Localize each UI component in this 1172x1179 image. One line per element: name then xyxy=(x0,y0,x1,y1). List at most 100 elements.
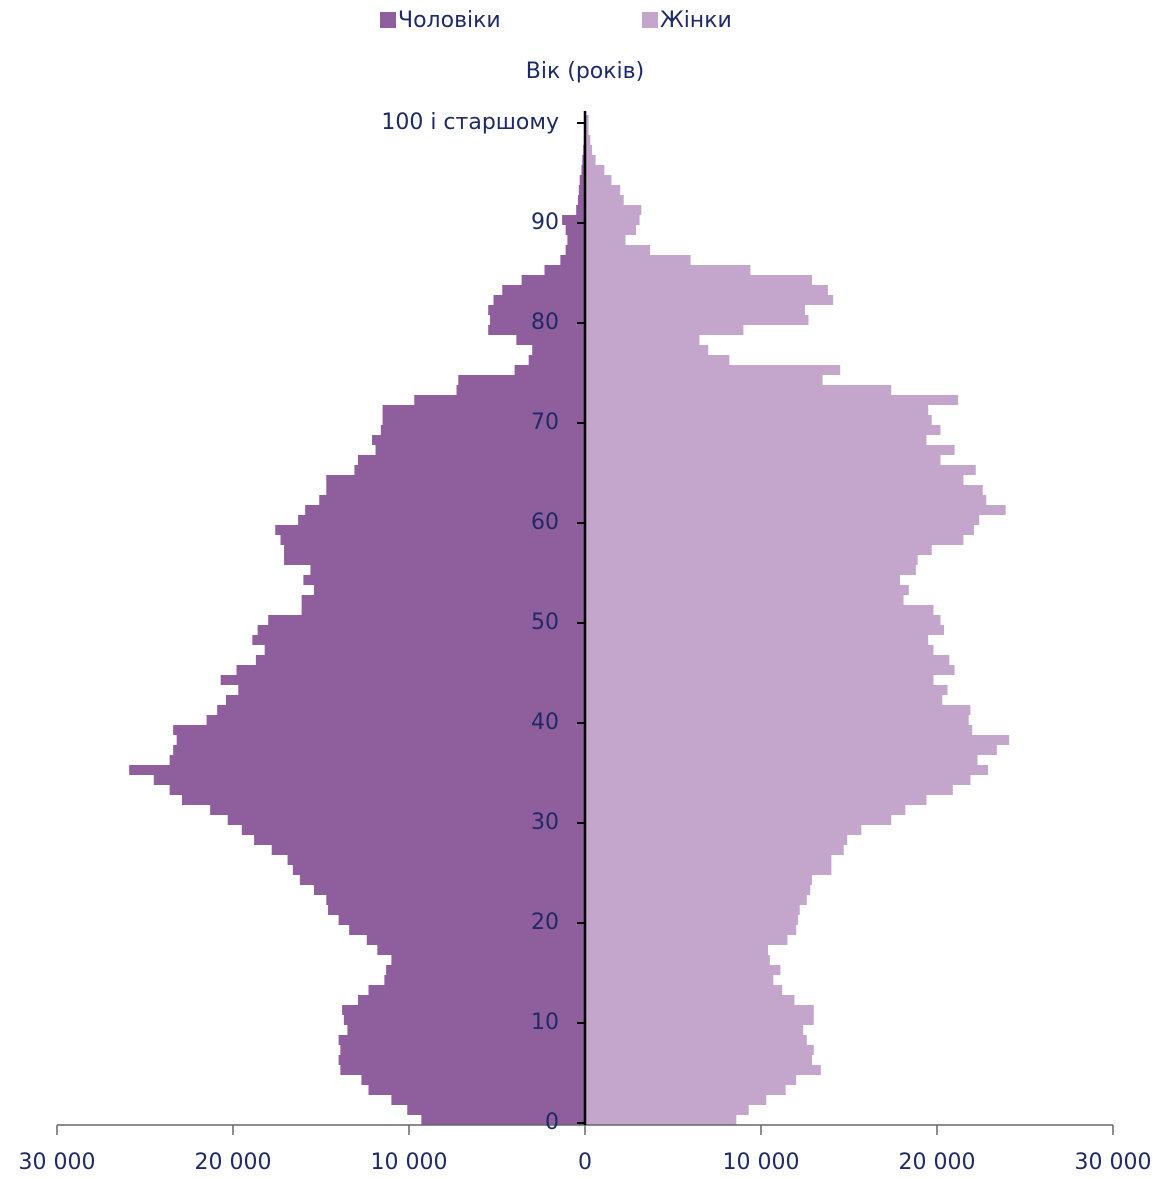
bar xyxy=(585,285,828,295)
bar xyxy=(560,255,585,265)
bar xyxy=(585,805,906,815)
y-tick-label: 10 xyxy=(531,1010,559,1035)
bar xyxy=(292,865,585,875)
bar xyxy=(585,815,892,825)
bar xyxy=(585,755,978,765)
bar xyxy=(284,555,585,565)
bar xyxy=(585,575,901,585)
bar xyxy=(585,415,932,425)
bar xyxy=(284,545,585,555)
bar xyxy=(275,525,585,535)
bar xyxy=(585,565,916,575)
bar xyxy=(217,705,585,715)
bar xyxy=(585,675,934,685)
bar xyxy=(313,885,585,895)
bar xyxy=(342,1005,585,1015)
bar xyxy=(382,415,585,425)
bar xyxy=(585,845,844,855)
bar xyxy=(585,525,974,535)
bar xyxy=(343,1015,585,1025)
bar xyxy=(585,195,624,205)
bar xyxy=(576,205,585,215)
bar xyxy=(585,515,980,525)
bar xyxy=(407,1105,585,1115)
bar xyxy=(372,435,585,445)
bar xyxy=(271,845,585,855)
bar xyxy=(493,295,585,305)
bar xyxy=(585,1015,814,1025)
bar xyxy=(585,935,788,945)
bar xyxy=(585,875,813,885)
bar xyxy=(514,365,585,375)
bar xyxy=(502,285,585,295)
y-tick-label: 100 і старшому xyxy=(381,110,559,135)
bar xyxy=(173,745,585,755)
bar xyxy=(585,1115,737,1125)
bar xyxy=(340,1045,585,1055)
bar xyxy=(585,685,948,695)
bar xyxy=(585,385,892,395)
bar xyxy=(585,1035,807,1045)
bar xyxy=(585,905,800,915)
bar xyxy=(310,565,585,575)
y-tick-label: 20 xyxy=(531,910,559,935)
bar xyxy=(585,655,950,665)
bar xyxy=(377,945,585,955)
bar xyxy=(579,175,585,185)
bar xyxy=(382,405,585,415)
bar xyxy=(585,835,848,845)
bar xyxy=(585,265,751,275)
bar xyxy=(585,305,805,315)
bar xyxy=(585,595,904,605)
bar xyxy=(129,765,585,775)
x-tick-label: 20 000 xyxy=(899,1150,976,1175)
bar xyxy=(299,875,585,885)
bar xyxy=(585,1065,821,1075)
bar xyxy=(254,835,585,845)
bar xyxy=(585,885,811,895)
bar xyxy=(225,695,585,705)
bar xyxy=(349,925,585,935)
bar xyxy=(328,905,585,915)
bar xyxy=(384,975,585,985)
bar xyxy=(264,645,585,655)
legend-label: Чоловіки xyxy=(398,8,501,33)
bar xyxy=(585,745,997,755)
bar xyxy=(340,1065,585,1075)
bar xyxy=(458,375,585,385)
bar xyxy=(585,275,813,285)
bar xyxy=(391,955,585,965)
bar xyxy=(255,655,585,665)
bar xyxy=(577,195,585,205)
bar xyxy=(220,675,585,685)
y-tick-label: 30 xyxy=(531,810,559,835)
bar xyxy=(585,245,651,255)
bar xyxy=(585,115,589,125)
bar xyxy=(585,505,1006,515)
bar xyxy=(585,895,807,905)
bar xyxy=(585,715,969,725)
x-tick-label: 10 000 xyxy=(723,1150,800,1175)
y-tick-label: 0 xyxy=(545,1110,559,1135)
bar xyxy=(585,355,730,365)
bar xyxy=(241,825,586,835)
bar xyxy=(326,485,585,495)
bar xyxy=(585,205,642,215)
bar xyxy=(585,705,971,715)
bar xyxy=(585,215,640,225)
bar xyxy=(585,825,862,835)
bar xyxy=(169,785,585,795)
bar xyxy=(366,935,585,945)
bar xyxy=(357,995,585,1005)
bar xyxy=(313,585,585,595)
bar xyxy=(585,435,927,445)
bar xyxy=(585,1085,786,1095)
bar xyxy=(585,785,953,795)
bar xyxy=(456,385,585,395)
bar xyxy=(585,795,927,805)
bar xyxy=(585,495,987,505)
bar xyxy=(368,1085,585,1095)
bar xyxy=(489,315,585,325)
bar xyxy=(181,795,585,805)
bar xyxy=(585,235,626,245)
